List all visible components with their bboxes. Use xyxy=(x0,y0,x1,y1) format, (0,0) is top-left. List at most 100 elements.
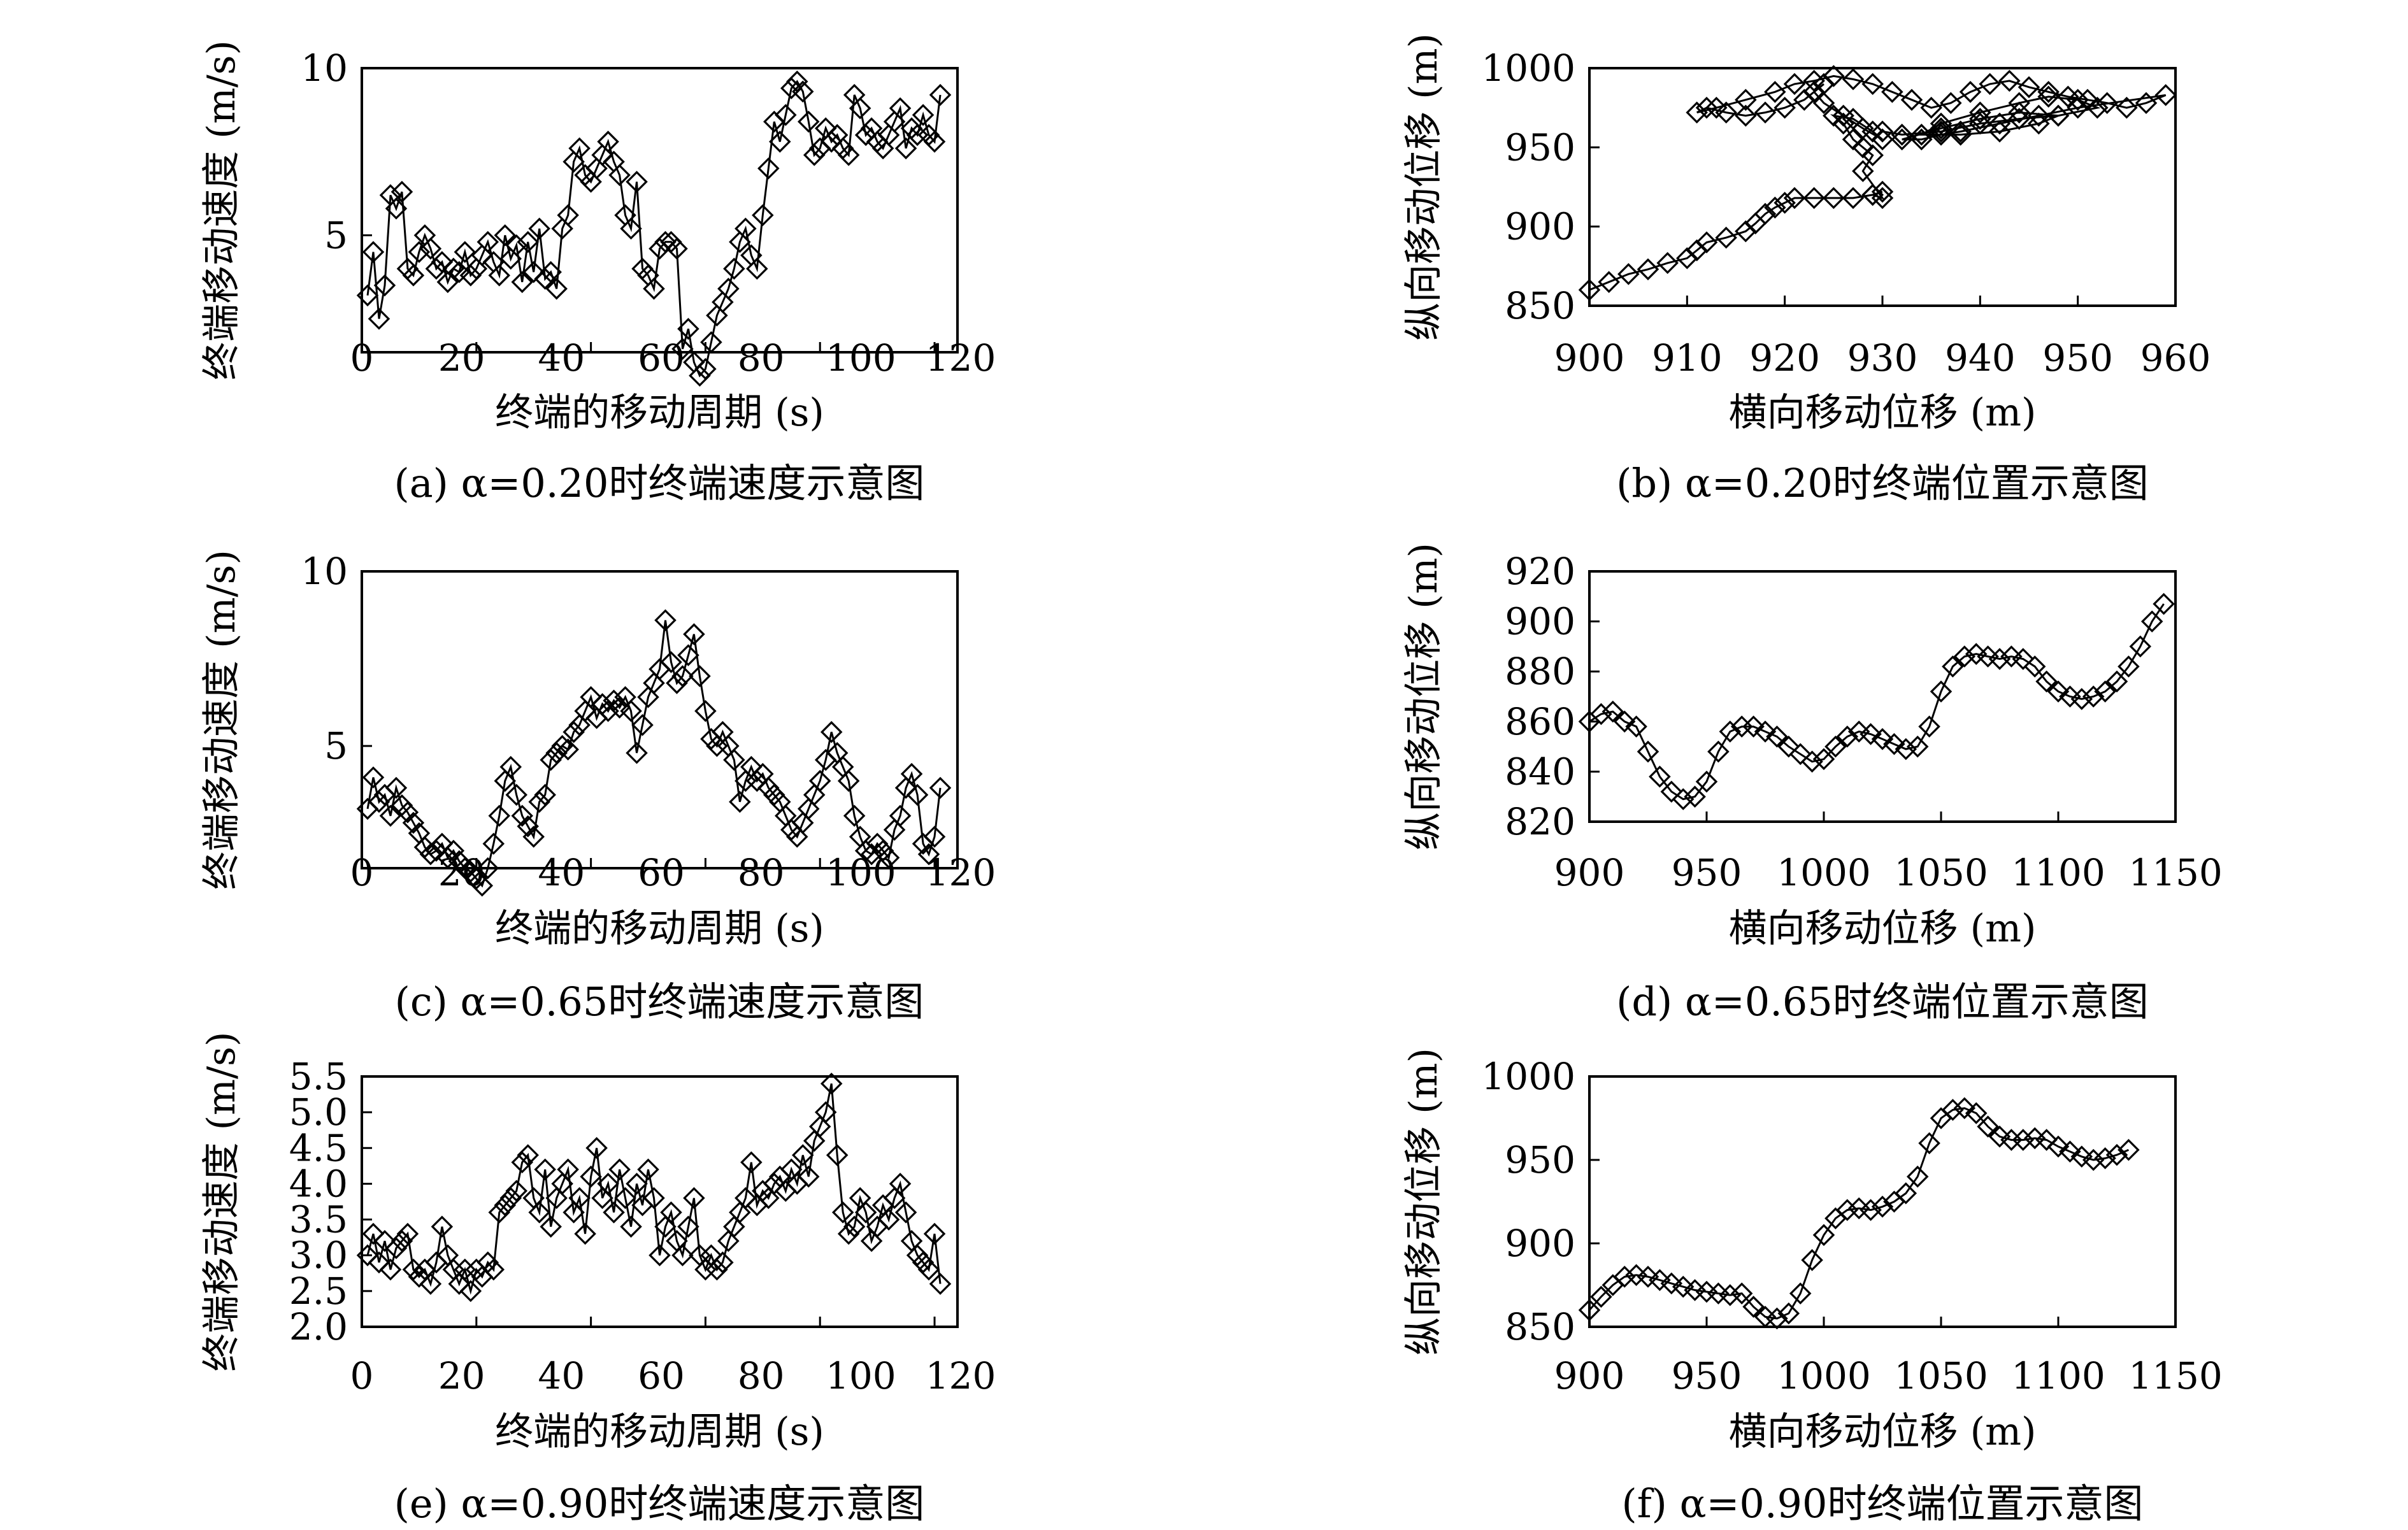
series-line xyxy=(1589,603,2165,801)
data-point-marker xyxy=(1883,733,1905,755)
x-tick-label: 950 xyxy=(1672,851,1742,894)
y-tick-label: 950 xyxy=(1505,125,1575,169)
data-point-marker xyxy=(666,238,688,260)
y-tick-label: 900 xyxy=(1505,600,1575,643)
data-point-marker xyxy=(608,1158,631,1181)
data-point-marker xyxy=(849,97,871,120)
data-point-marker xyxy=(1754,203,1777,225)
data-point-marker xyxy=(620,217,642,240)
data-point-marker xyxy=(379,1258,402,1281)
data-point-marker xyxy=(2076,89,2099,111)
data-point-marker xyxy=(1949,124,1972,146)
data-point-marker xyxy=(356,1244,379,1266)
data-point-marker xyxy=(534,268,556,290)
y-tick-label: 2.5 xyxy=(289,1269,348,1313)
data-point-marker xyxy=(545,1187,568,1210)
x-tick-label: 40 xyxy=(538,1354,585,1398)
y-tick-label: 820 xyxy=(1505,800,1575,843)
data-point-marker xyxy=(894,137,917,160)
data-point-marker xyxy=(797,797,820,820)
data-point-marker xyxy=(1672,1275,1695,1298)
data-point-marker xyxy=(551,734,573,757)
data-point-marker xyxy=(1988,648,2011,670)
data-point-marker xyxy=(1823,65,1845,87)
y-tick-label: 5.0 xyxy=(289,1090,348,1134)
x-tick-label: 120 xyxy=(926,336,996,380)
data-point-marker xyxy=(511,804,533,827)
data-point-marker xyxy=(1783,73,1806,96)
data-point-marker xyxy=(408,241,431,263)
data-point-marker xyxy=(2035,1129,2058,1151)
data-point-marker xyxy=(860,1229,883,1252)
data-point-marker xyxy=(694,357,717,380)
data-point-marker xyxy=(505,1180,528,1202)
data-point-marker xyxy=(854,1201,877,1224)
data-point-marker xyxy=(1783,187,1806,210)
data-point-marker xyxy=(431,251,454,273)
data-point-marker xyxy=(1949,120,1972,143)
data-point-marker xyxy=(1900,89,1923,111)
data-point-marker xyxy=(1754,720,1777,743)
data-point-marker xyxy=(442,840,465,862)
data-point-marker xyxy=(740,1151,763,1174)
x-axis-label: 横向移动位移 (m) xyxy=(1729,390,2037,435)
data-point-marker xyxy=(694,700,717,722)
y-tick-label: 4.5 xyxy=(289,1126,348,1169)
data-point-marker xyxy=(2105,670,2128,693)
data-point-marker xyxy=(797,110,820,133)
x-tick-label: 950 xyxy=(2042,336,2113,380)
data-point-marker xyxy=(1715,226,1737,249)
data-point-marker xyxy=(1777,1302,1800,1325)
data-point-marker xyxy=(2094,1147,2116,1169)
x-tick-label: 1150 xyxy=(2128,1354,2223,1398)
x-tick-label: 900 xyxy=(1554,336,1625,380)
series-line xyxy=(366,80,942,378)
data-point-marker xyxy=(1812,748,1835,771)
data-point-marker xyxy=(568,1187,591,1210)
data-point-marker xyxy=(2037,81,2060,103)
data-point-marker xyxy=(654,1215,677,1238)
data-point-marker xyxy=(580,1165,602,1188)
data-point-marker xyxy=(1871,1196,1894,1218)
data-point-marker xyxy=(877,1208,900,1231)
data-point-marker xyxy=(1613,710,1636,733)
data-point-marker xyxy=(1590,1285,1612,1308)
data-point-marker xyxy=(448,1273,471,1295)
data-point-marker xyxy=(425,257,448,280)
data-point-marker xyxy=(1959,81,1982,103)
data-point-marker xyxy=(1719,720,1742,743)
data-point-marker xyxy=(528,1201,550,1224)
data-point-marker xyxy=(585,1137,608,1159)
y-tick-label: 860 xyxy=(1505,700,1575,743)
x-tick-label: 900 xyxy=(1554,851,1625,894)
data-point-marker xyxy=(396,801,419,824)
data-point-marker xyxy=(540,261,562,283)
data-point-marker xyxy=(2116,96,2138,119)
x-tick-label: 100 xyxy=(826,1354,896,1398)
chart-caption: (d) α=0.65时终端位置示意图 xyxy=(1616,978,2149,1025)
x-axis-label: 终端的移动周期 (s) xyxy=(495,1410,824,1454)
data-point-marker xyxy=(1789,743,1812,766)
data-point-marker xyxy=(791,80,814,103)
chart-caption: (b) α=0.20时终端位置示意图 xyxy=(1616,460,2149,506)
data-point-marker xyxy=(431,1215,454,1238)
data-point-marker xyxy=(626,741,648,764)
data-point-marker xyxy=(677,1215,699,1238)
data-point-marker xyxy=(923,131,946,153)
data-point-marker xyxy=(1871,187,1894,210)
data-point-marker xyxy=(1766,1307,1788,1330)
data-point-marker xyxy=(1742,715,1765,738)
data-point-marker xyxy=(1930,117,1953,139)
chart-caption: (a) α=0.20时终端速度示意图 xyxy=(394,460,925,506)
data-point-marker xyxy=(1969,101,1991,124)
x-tick-label: 930 xyxy=(1847,336,1918,380)
data-point-marker xyxy=(889,804,912,827)
data-point-marker xyxy=(2129,635,2152,658)
data-point-marker xyxy=(706,1258,728,1281)
y-tick-label: 5.5 xyxy=(289,1055,348,1098)
data-point-marker xyxy=(1988,112,2011,135)
data-point-marker xyxy=(368,790,391,813)
x-tick-label: 20 xyxy=(438,336,485,380)
data-point-marker xyxy=(831,1201,854,1224)
